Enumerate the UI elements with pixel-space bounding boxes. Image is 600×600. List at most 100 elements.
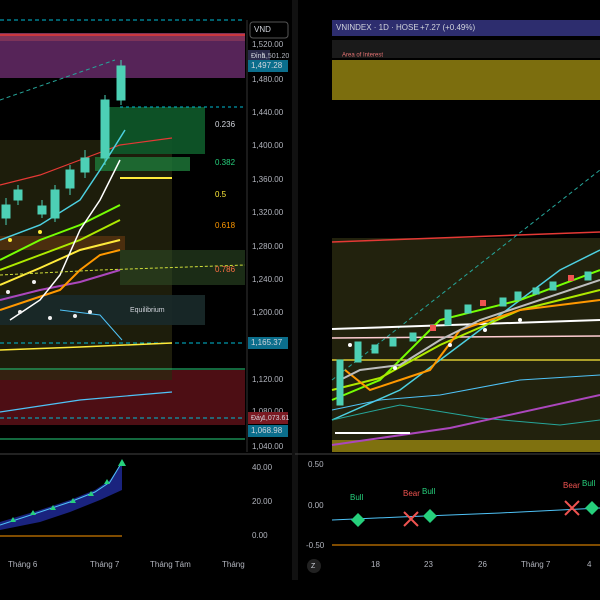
zoom-button[interactable] [307, 559, 321, 573]
decor-circle [18, 310, 22, 314]
decor-rect [105, 107, 205, 154]
price-tick: 1,440.00 [252, 108, 284, 117]
decor-rect [248, 337, 288, 349]
price-tick: 1,080.00 [252, 407, 284, 416]
decor-path [351, 513, 365, 527]
decor-g [1, 60, 126, 225]
decor-rect [371, 344, 379, 354]
price-tick: 1,120.00 [252, 375, 284, 384]
decor-polyline [0, 249, 121, 311]
decor-rect [247, 20, 292, 452]
decor-rect [248, 50, 270, 61]
decor-rect [514, 291, 522, 301]
decor-path [70, 498, 76, 503]
decor-polyline [331, 269, 600, 401]
fib-label: 0.382 [215, 158, 236, 167]
decor-circle [518, 318, 522, 322]
decor-polyline [339, 279, 600, 381]
price-tick: 1,360.00 [252, 175, 284, 184]
decor-rect [1, 204, 11, 219]
decor-rect [248, 425, 288, 437]
bottom-price: 1,073.61 [262, 415, 289, 422]
decor-rect [13, 189, 23, 201]
symbol: VNINDEX · 1D · HOSE [336, 23, 419, 32]
decor-rect [248, 60, 288, 72]
decor-line [331, 319, 600, 330]
signal: Bull [422, 487, 436, 496]
last-price: 1,497.28 [251, 61, 283, 70]
decor-rect [292, 0, 298, 600]
time-tick: 18 [371, 560, 380, 569]
time-tick: Tháng 6 [8, 560, 38, 569]
decor-line [331, 231, 600, 243]
decor-rect [568, 275, 574, 281]
decor-g [348, 318, 522, 370]
osc-tick: 0.50 [308, 460, 324, 469]
decor-path [50, 505, 56, 510]
currency: VND [254, 25, 271, 34]
decor-rect [0, 580, 600, 600]
zoom-label[interactable]: Z [311, 563, 316, 570]
decor-rect [50, 189, 60, 219]
decor-rect [464, 304, 472, 314]
decor-rect [332, 60, 600, 100]
decor-polyline [331, 507, 600, 521]
osc-tick: 0.00 [252, 531, 268, 540]
decor-g: 1,520.00 1,480.00 1,440.00 1,400.00 1,36… [252, 40, 284, 451]
decor-rect [80, 157, 90, 173]
decor-polyline [0, 269, 121, 301]
decor-path [0, 462, 122, 530]
time-tick: Tháng 7 [90, 560, 120, 569]
decor-polyline [0, 204, 121, 261]
price-tick: 1,320.00 [252, 208, 284, 217]
top-price: 1,501.20 [262, 53, 289, 60]
decor-circle [8, 238, 12, 242]
decor-rect [332, 40, 600, 58]
decor-circle [32, 280, 36, 284]
fib-label: 0.5 [215, 190, 227, 199]
osc-tick: 40.00 [252, 463, 273, 472]
decor-circle [393, 366, 397, 370]
price-tick: 1,200.00 [252, 308, 284, 317]
decor-polyline [0, 391, 173, 413]
decor-polyline [0, 239, 121, 286]
decor-polyline [344, 299, 600, 392]
price-change: +7.27 (+0.49%) [420, 23, 475, 32]
decor-polyline [331, 404, 600, 426]
decor-rect [100, 99, 110, 159]
decor-g [336, 271, 592, 406]
time-tick: 4 [587, 560, 592, 569]
decor-g [10, 459, 126, 522]
decor-polyline [331, 374, 600, 411]
decor-circle [6, 290, 10, 294]
decor-path [30, 510, 36, 515]
decor-circle [348, 343, 352, 347]
decor-rect [332, 440, 600, 452]
decor-rect [0, 33, 245, 41]
fib-label: 0.786 [215, 265, 236, 274]
signal: Bear [403, 489, 420, 498]
decor-path [564, 500, 580, 516]
price-tick: 1,400.00 [252, 141, 284, 150]
decor-polyline [0, 219, 121, 271]
decor-rect [549, 281, 557, 291]
decor-g [430, 275, 574, 331]
decor-rect [480, 300, 486, 306]
decor-rect [248, 412, 288, 424]
decor-g [351, 501, 599, 527]
decor-circle [38, 230, 42, 234]
time-tick: Tháng Tám [150, 560, 191, 569]
decor-path [118, 459, 126, 466]
top-label: Đỉnh [251, 52, 266, 60]
signal: Bull [582, 479, 596, 488]
fib-label: 0.236 [215, 120, 236, 129]
right-chart [331, 20, 600, 452]
decor-path [403, 511, 419, 527]
decor-rect [336, 359, 344, 406]
decor-polyline [0, 137, 173, 186]
decor-rect [95, 157, 190, 171]
decor-rect [532, 287, 540, 295]
price-tick: 1,520.00 [252, 40, 284, 49]
decor-polyline [331, 394, 600, 446]
